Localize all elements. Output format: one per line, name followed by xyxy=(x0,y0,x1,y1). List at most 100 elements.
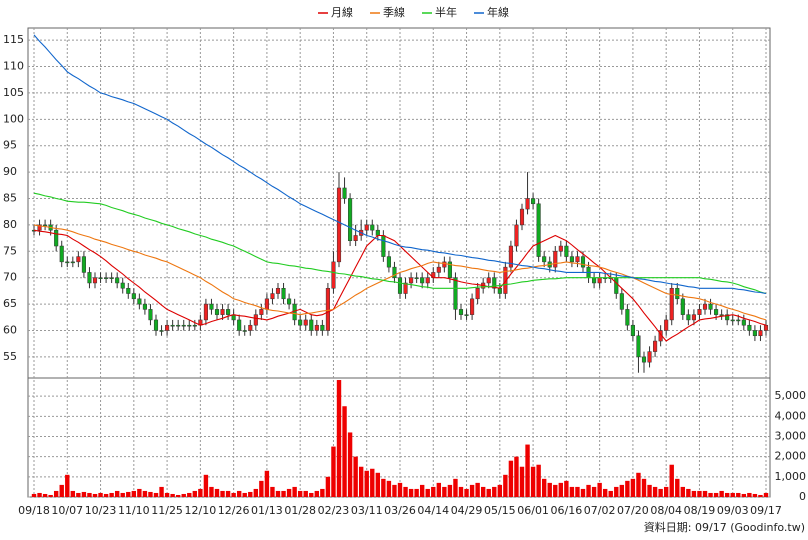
volume-bar xyxy=(220,490,225,497)
volume-bar xyxy=(669,464,674,497)
x-tick-label: 11/25 xyxy=(151,504,183,517)
volume-bar xyxy=(275,490,281,497)
volume-bar xyxy=(203,474,209,497)
candle-body xyxy=(503,266,508,294)
candle-body xyxy=(497,288,502,294)
x-tick-label: 07/02 xyxy=(584,504,616,517)
candle-body xyxy=(153,319,159,331)
candle-body xyxy=(298,319,303,326)
candle-body xyxy=(54,229,59,247)
volume-bar xyxy=(447,484,453,497)
volume-bar xyxy=(187,492,192,497)
x-tick-label: 09/17 xyxy=(750,504,782,517)
plot-frame xyxy=(27,27,771,498)
volume-bar xyxy=(126,491,131,497)
y-tick-label: 60 xyxy=(3,323,17,336)
candle-body xyxy=(714,309,719,315)
candle-body xyxy=(43,224,48,227)
candle-body xyxy=(691,314,696,321)
volume-bar xyxy=(569,486,575,497)
candle-body xyxy=(403,282,408,294)
candle-body xyxy=(763,324,769,331)
volume-bar xyxy=(231,492,236,497)
volume-bar xyxy=(758,494,763,497)
volume-bar xyxy=(619,484,625,497)
volume-bar xyxy=(730,492,735,497)
volume-bar xyxy=(686,488,691,497)
ma-line xyxy=(33,192,767,295)
volume-bar xyxy=(209,486,214,497)
volume-bar xyxy=(580,488,586,497)
volume-bar xyxy=(697,490,702,497)
volume-bar xyxy=(475,482,480,497)
volume-bar xyxy=(480,486,486,497)
volume-bar xyxy=(347,432,353,497)
volume-bar xyxy=(303,490,308,497)
candle-body xyxy=(453,277,458,310)
volume-bar xyxy=(331,446,336,497)
candle-body xyxy=(420,277,425,284)
y-tick-label: 55 xyxy=(3,350,17,363)
x-tick-label: 12/26 xyxy=(218,504,250,517)
y2-tick-label: 4,000 xyxy=(775,409,807,422)
candle-body xyxy=(92,277,98,284)
volume-bar xyxy=(65,474,70,497)
volume-bar xyxy=(525,444,530,497)
volume-bar xyxy=(741,493,747,497)
candle-body xyxy=(697,309,702,315)
volume-bar xyxy=(564,480,569,497)
candle-body xyxy=(281,288,286,300)
candle-body xyxy=(142,303,147,310)
legend-label: 季線 xyxy=(383,5,405,19)
candle-body xyxy=(669,288,674,321)
y-tick-label: 85 xyxy=(3,192,17,205)
volume-bar xyxy=(370,468,375,497)
y-tick-label: 80 xyxy=(3,218,17,231)
candle-body xyxy=(165,324,170,331)
candle-body xyxy=(630,324,635,337)
candle-body xyxy=(447,261,452,278)
volume-bar xyxy=(137,488,142,497)
volume-bar xyxy=(558,482,564,497)
volume-bar xyxy=(680,486,686,497)
volume-bar xyxy=(259,480,264,497)
volume-bar xyxy=(625,480,630,497)
candle-body xyxy=(131,293,136,300)
y-tick-label: 110 xyxy=(3,60,24,73)
candle-body xyxy=(87,272,92,284)
candle-body xyxy=(226,309,231,315)
volume-bar xyxy=(297,490,303,497)
candle-body xyxy=(519,208,525,226)
volume-bar xyxy=(403,486,408,497)
candle-body xyxy=(641,356,647,363)
y-tick-label: 75 xyxy=(3,244,17,257)
footer: 資料日期: 09/17 (Goodinfo.tw) xyxy=(644,520,805,534)
candle-body xyxy=(664,319,669,331)
volume-bar xyxy=(708,492,713,497)
y-tick-label: 105 xyxy=(3,86,24,99)
volume-bar xyxy=(547,482,552,497)
candle-body xyxy=(220,309,225,315)
candle-body xyxy=(730,319,735,322)
volume-bar xyxy=(575,486,580,497)
candle-body xyxy=(336,187,342,263)
volume-bar xyxy=(353,456,358,497)
candle-body xyxy=(525,198,530,210)
candle-body xyxy=(442,261,447,268)
candle-body xyxy=(747,324,752,331)
volume-bar xyxy=(53,490,59,497)
x-tick-label: 04/14 xyxy=(417,504,449,517)
volume-bar xyxy=(159,486,164,497)
volume-bar xyxy=(76,492,81,497)
candle-body xyxy=(270,293,275,300)
candle-body xyxy=(409,277,414,284)
volume-bar xyxy=(37,492,42,497)
y-tick-label: 65 xyxy=(3,297,17,310)
volume-bar xyxy=(408,488,414,497)
volume-bar xyxy=(236,490,242,497)
volume-bar xyxy=(292,486,297,497)
candle-body xyxy=(159,330,164,332)
volume-bar xyxy=(320,488,325,497)
candle-body xyxy=(702,303,708,310)
